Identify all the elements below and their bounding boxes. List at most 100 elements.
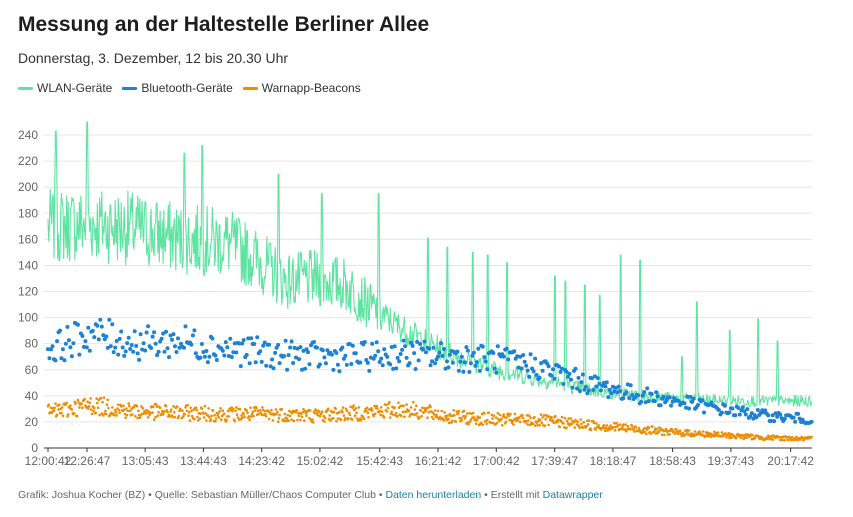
series-dot-warnapp [370,409,374,412]
series-dot-warnapp [727,431,730,435]
series-dot-warnapp [357,406,361,409]
series-dot-bluetooth [407,361,412,366]
series-dot-bluetooth [624,390,629,395]
series-dot-warnapp [105,412,108,416]
footer-made-with: • Erstellt mit [481,489,543,501]
series-dot-warnapp [235,406,238,409]
series-dot-warnapp [587,419,591,422]
series-dot-warnapp [634,426,638,429]
series-dot-warnapp [397,406,401,409]
series-dot-warnapp [193,417,196,421]
series-dot-warnapp [563,416,567,420]
series-dot-warnapp [238,408,242,411]
series-dot-bluetooth [370,341,375,346]
series-dot-warnapp [276,410,279,414]
series-dot-warnapp [270,408,273,412]
series-dot-warnapp [391,413,395,416]
series-dot-warnapp [186,404,189,407]
series-dot-bluetooth [214,358,219,362]
series-dot-warnapp [198,417,201,421]
series-dot-bluetooth [253,360,258,365]
series-dot-warnapp [678,429,682,433]
series-dot-warnapp [720,431,724,434]
series-dot-warnapp [474,422,478,426]
series-dot-bluetooth [445,359,449,364]
series-dot-bluetooth [443,366,448,371]
series-dot-warnapp [252,414,255,418]
series-dot-warnapp [726,434,730,437]
series-dot-bluetooth [202,354,207,359]
series-dot-warnapp [668,433,671,436]
series-dot-bluetooth [652,399,657,404]
series-dot-bluetooth [77,352,82,357]
series-line-wlan [47,121,813,408]
series-dot-bluetooth [331,367,336,372]
series-dot-bluetooth [518,354,523,359]
series-dot-bluetooth [649,392,654,396]
series-dot-warnapp [251,410,254,414]
series-dot-bluetooth [573,366,578,371]
series-dot-warnapp [722,434,725,438]
series-dot-bluetooth [49,347,53,352]
series-dot-warnapp [57,403,61,407]
download-data-link[interactable]: Daten herunterladen [385,489,482,501]
series-dot-warnapp [419,409,423,412]
series-dot-bluetooth [450,360,455,365]
series-dot-bluetooth [315,345,319,350]
series-dot-bluetooth [244,352,249,357]
series-dot-warnapp [107,406,110,410]
series-dot-warnapp [529,416,532,420]
series-dot-bluetooth [740,405,745,410]
series-dot-bluetooth [96,337,101,342]
series-dot-warnapp [435,415,439,419]
series-dot-warnapp [353,414,357,418]
series-dot-warnapp [81,406,84,410]
series-dot-bluetooth [410,343,415,348]
series-dot-warnapp [675,428,678,432]
series-dot-warnapp [69,404,72,407]
series-dot-bluetooth [540,368,545,373]
series-dot-bluetooth [442,347,446,351]
series-dot-warnapp [96,406,100,410]
series-dot-bluetooth [521,353,526,357]
series-dot-bluetooth [66,338,71,343]
series-dot-bluetooth [105,345,110,350]
series-dot-warnapp [778,438,782,442]
series-dot-warnapp [521,416,525,420]
series-dot-warnapp [376,407,379,410]
series-dot-warnapp [234,409,237,413]
series-dot-bluetooth [291,361,296,365]
series-dot-warnapp [728,434,732,438]
series-dot-warnapp [604,426,608,430]
series-dot-bluetooth [462,360,467,365]
series-dot-warnapp [348,413,352,417]
series-dot-bluetooth [295,346,300,351]
series-dot-bluetooth [312,340,316,344]
series-dot-warnapp [94,411,98,415]
series-dot-bluetooth [307,362,312,367]
series-dot-warnapp [431,411,435,415]
series-dot-warnapp [280,408,284,411]
series-dot-bluetooth [337,369,342,374]
series-dot-warnapp [462,409,466,413]
series-dot-bluetooth [770,413,775,418]
series-dot-bluetooth [627,396,632,401]
series-dot-warnapp [622,423,625,427]
series-dot-warnapp [115,414,118,417]
legend-label-wlan: WLAN-Geräte [37,81,113,95]
legend-item-bluetooth: Bluetooth-Geräte [122,81,233,95]
series-dot-warnapp [339,418,343,422]
series-dot-warnapp [766,434,770,438]
series-dot-bluetooth [84,345,89,350]
datawrapper-link[interactable]: Datawrapper [542,489,603,501]
series-dot-warnapp [442,419,446,422]
series-dot-warnapp [415,412,419,415]
series-dot-bluetooth [464,345,469,350]
series-dot-warnapp [637,426,641,430]
series-dot-bluetooth [618,389,623,393]
series-dot-bluetooth [685,394,690,399]
series-dot-warnapp [295,409,299,412]
series-dot-warnapp [396,414,399,418]
series-dot-warnapp [560,415,564,419]
series-dot-warnapp [329,419,332,422]
